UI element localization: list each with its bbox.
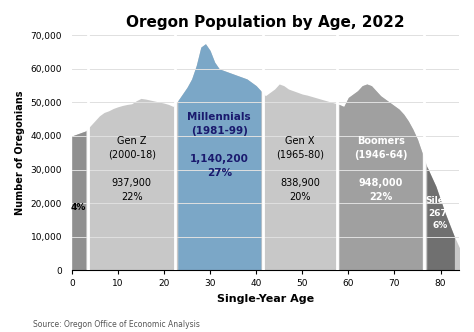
Y-axis label: Number of Oregonians: Number of Oregonians (15, 91, 25, 215)
X-axis label: Single-Year Age: Single-Year Age (217, 294, 314, 304)
Text: Gen Z
(2000-18)

937,900
22%: Gen Z (2000-18) 937,900 22% (108, 136, 155, 202)
Text: Millennials
(1981-99)

1,140,200
27%: Millennials (1981-99) 1,140,200 27% (188, 113, 251, 179)
Title: Oregon Population by Age, 2022: Oregon Population by Age, 2022 (126, 15, 405, 30)
Text: Source: Oregon Office of Economic Analysis: Source: Oregon Office of Economic Analys… (33, 320, 200, 329)
Text: Boomers
(1946-64)

948,000
22%: Boomers (1946-64) 948,000 22% (354, 136, 407, 202)
Text: Gen X
(1965-80)

838,900
20%: Gen X (1965-80) 838,900 20% (276, 136, 324, 202)
Text: Silent
267k
6%: Silent 267k 6% (426, 196, 456, 230)
Text: 4%: 4% (71, 203, 86, 212)
